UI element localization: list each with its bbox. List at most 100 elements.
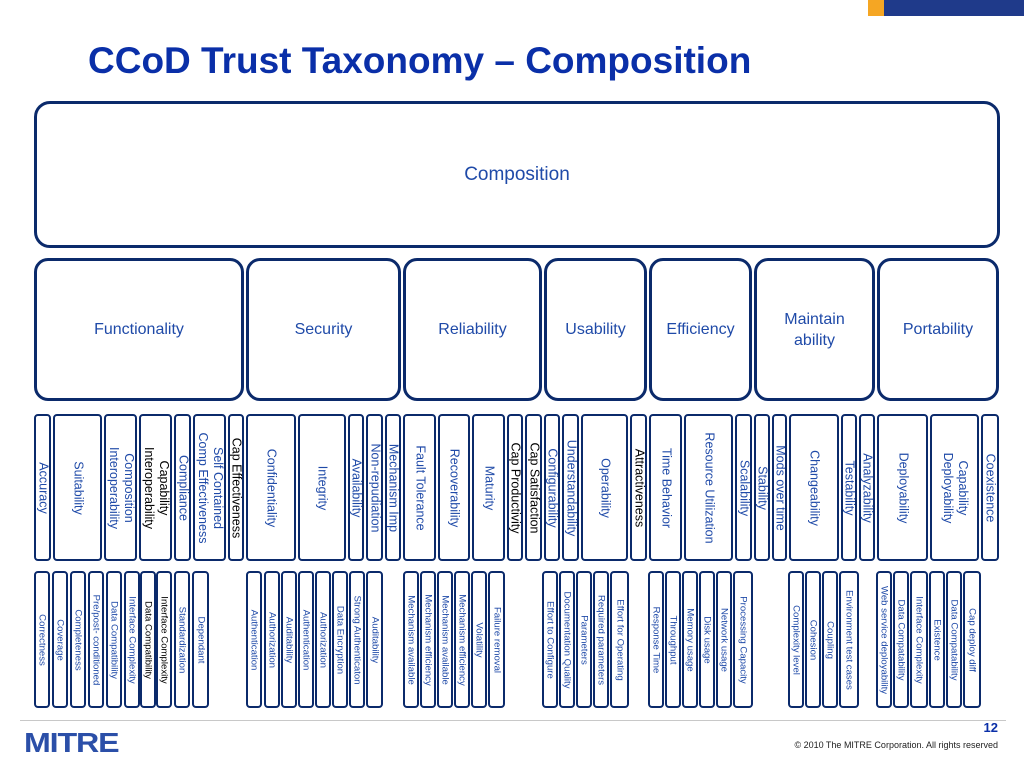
metric-data-compatability: Data Compatability (893, 571, 909, 708)
metric-label: Data Compatibility (108, 600, 120, 679)
subchar-label: Cap Satisfaction (527, 441, 541, 534)
subchar-suitability: Suitability (53, 414, 102, 561)
subchar-label: Mods over time (773, 444, 787, 531)
metric-network-usage: Network usage (716, 571, 732, 708)
metric-label: Parameters (578, 614, 590, 665)
metric-label: Standardization (176, 606, 188, 673)
subchar-operability: Operability (581, 414, 628, 561)
metric-mechanism-available: Mechanism available (437, 571, 453, 708)
metric-coupling: Coupling (822, 571, 838, 708)
subchar-stability: Stability (754, 414, 770, 561)
subchar-label: Operability (598, 457, 612, 518)
metric-label: Coupling (824, 620, 836, 659)
subchar-coexistence: Coexistence (981, 414, 999, 561)
subchar-testability: Testability (841, 414, 857, 561)
subchar-label: Fault Tolerance (413, 444, 427, 531)
metric-label: Interface Complexity (913, 595, 925, 684)
subchar-label: Stability (755, 465, 770, 510)
subchar-label: Changeability (807, 449, 822, 526)
subchar-cap-productivity: Cap Productivity (507, 414, 523, 561)
subchar-label: Capability Interoperability (141, 446, 171, 529)
subchar-non-repudiation: Non-repudiation (366, 414, 383, 561)
subchar-understandability: Understandability (562, 414, 579, 561)
metric-complexity-level: Complexity level (788, 571, 804, 708)
metric-interface-complexity: Interface Complexity (910, 571, 928, 708)
subchar-label: Coexistence (983, 453, 998, 522)
metric-label: Correctness (36, 613, 48, 666)
metric-interface-complexity: Interface Complexity (124, 571, 140, 708)
metric-required-parameters: Required parameters (593, 571, 609, 708)
metric-authorization: Authorization (315, 571, 331, 708)
metric-label: Coverage (54, 618, 66, 661)
metric-correctness: Correctness (34, 571, 50, 708)
metric-cohesion: Cohesion (805, 571, 821, 708)
metric-response-time: Response Time (648, 571, 664, 708)
header-bar (884, 0, 1024, 16)
metric-label: Data Compatability (895, 598, 907, 681)
metric-label: Strong Authenticaton (351, 594, 363, 685)
metric-auditability: Auditability (366, 571, 383, 708)
metric-auditability: Auditability (281, 571, 297, 708)
metric-label: Failure removal (491, 606, 502, 673)
metric-coverage: Coverage (52, 571, 68, 708)
metric-disk-usage: Disk usage (699, 571, 715, 708)
subchar-label: Self Contained Comp Effectiveness (195, 432, 225, 543)
metric-label: Mechanism available (439, 594, 451, 685)
subchar-label: Availability (349, 458, 364, 517)
category-label: Usability (565, 321, 626, 338)
metric-cap-deploy-diff: Cap deploy diff (963, 571, 981, 708)
category-label: Efficiency (666, 321, 735, 338)
metric-pre-post-conditioned: Pre/post- conditioned (88, 571, 104, 708)
subchar-label: Resource Utilization (702, 431, 716, 544)
subchar-label: Recoverability (447, 448, 462, 527)
subchar-composition-interoperability: Composition Interoperability (104, 414, 137, 561)
subchar-capability-interoperability: Capability Interoperability (139, 414, 172, 561)
page-number: 12 (983, 720, 998, 735)
metric-failure-removal: Failure removal (488, 571, 505, 708)
metric-data-compatibility: Data Compatibility (106, 571, 122, 708)
subchar-deployability: Deployability (877, 414, 928, 561)
metric-label: Throughput (667, 614, 679, 665)
category-label: Maintain ability (784, 310, 845, 349)
subchar-scalability: Scalability (735, 414, 752, 561)
subchar-label: Time Behavior (659, 447, 673, 528)
subchar-self-contained: Self Contained Comp Effectiveness (193, 414, 226, 561)
root-label: Composition (464, 164, 570, 185)
metric-label: Effort for Operating (614, 598, 625, 681)
metric-label: Mechanism efficiency (422, 593, 434, 686)
subchar-attractiveness: Attractiveness (630, 414, 647, 561)
category-portability: Portability (877, 258, 999, 401)
metric-label: Response Time (650, 606, 662, 673)
metric-label: Effort to Configure (544, 600, 556, 679)
subchar-label: Confidentiality (264, 448, 279, 527)
metric-data-encryption: Data Encryption (332, 571, 348, 708)
subchar-cap-effectiveness: Cap Effectiveness (228, 414, 244, 561)
footer-divider (20, 720, 1006, 721)
metric-strong-authentication: Strong Authenticaton (349, 571, 365, 708)
metric-mechanism-efficiency: Mechanism efficiency (420, 571, 436, 708)
metric-label: Interface Complexity (158, 595, 170, 684)
subchar-label: Testability (842, 460, 857, 515)
category-label: Security (294, 321, 353, 338)
metric-completeness: Completeness (70, 571, 86, 708)
subchar-label: Maturity (482, 465, 496, 510)
subchar-label: Scalability (737, 459, 751, 516)
metric-label: Authentication (300, 609, 312, 670)
subchar-mods-over-time: Mods over time (772, 414, 787, 561)
subchar-label: Cap Effectiveness (229, 437, 244, 538)
subchar-integrity: Integrity (298, 414, 346, 561)
subchar-label: Non-repudiation (368, 443, 382, 532)
metric-label: Existence (931, 618, 943, 661)
subchar-accuracy: Accuracy (34, 414, 51, 561)
subchar-label: Suitability (71, 460, 85, 515)
metric-label: Authorization (317, 611, 329, 668)
metric-label: Network usage (718, 607, 730, 672)
metric-label: Data Compatability (948, 598, 960, 681)
subchar-label: Compliance (176, 454, 190, 521)
subchar-label: Composition Interoperability (106, 446, 136, 529)
metric-label: Mechanism available (405, 594, 417, 685)
metric-label: Dependant (195, 616, 206, 663)
metric-label: Processing Capacity (737, 595, 749, 684)
category-maintainability: Maintain ability (754, 258, 875, 401)
category-reliability: Reliability (403, 258, 542, 401)
